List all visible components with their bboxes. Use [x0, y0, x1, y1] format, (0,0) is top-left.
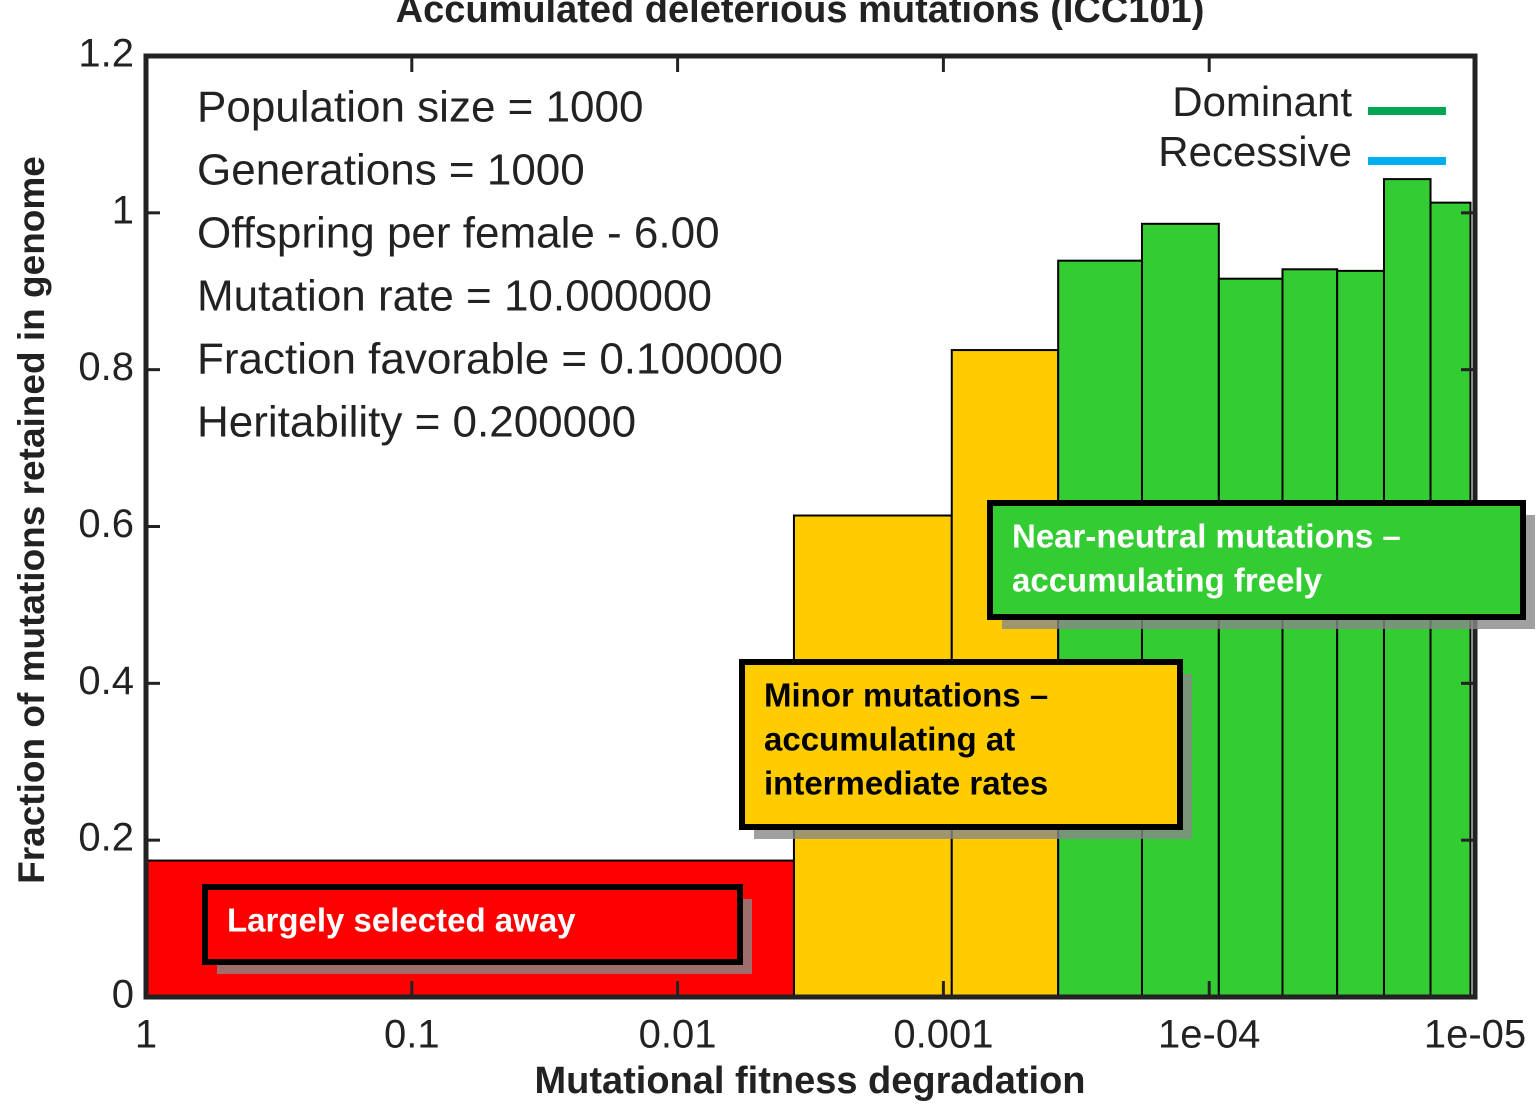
y-tick-label: 1.2 — [78, 32, 134, 76]
callout-text: Near-neutral mutations – — [1012, 518, 1401, 555]
parameter-text: Mutation rate = 10.000000 — [197, 272, 712, 321]
x-tick-label: 0.1 — [384, 1013, 440, 1057]
y-axis-label: Fraction of mutations retained in genome — [11, 156, 52, 884]
y-tick-label: 1 — [112, 188, 134, 232]
x-tick-label: 1 — [135, 1013, 157, 1057]
callout-box — [202, 884, 743, 965]
x-axis-label: Mutational fitness degradation — [534, 1060, 1085, 1102]
y-tick-label: 0.6 — [78, 502, 134, 546]
callout-text: accumulating at — [764, 721, 1015, 758]
bar — [1217, 277, 1284, 999]
parameter-text: Population size = 1000 — [197, 83, 643, 132]
legend-label: Dominant — [1172, 78, 1352, 125]
legend-label: Recessive — [1158, 128, 1352, 175]
x-tick-label: 1e-04 — [1158, 1013, 1260, 1057]
bar — [1336, 269, 1385, 998]
x-tick-label: 0.01 — [639, 1013, 717, 1057]
y-tick-label: 0 — [112, 973, 134, 1017]
x-tick-label: 1e-05 — [1424, 1013, 1526, 1057]
parameter-text: Heritability = 0.200000 — [197, 398, 636, 447]
y-tick-label: 0.2 — [78, 816, 134, 860]
x-tick-label: 0.001 — [893, 1013, 993, 1057]
callout-text: intermediate rates — [764, 765, 1048, 802]
y-tick-label: 0.4 — [78, 659, 134, 703]
callout-text: Minor mutations – — [764, 677, 1048, 714]
parameter-text: Fraction favorable = 0.100000 — [197, 335, 783, 384]
callout-box — [987, 500, 1526, 620]
callout-text: Largely selected away — [227, 902, 576, 939]
bar — [1281, 268, 1339, 998]
callout-box — [739, 659, 1183, 830]
callout-text: accumulating freely — [1012, 562, 1323, 599]
y-tick-label: 0.8 — [78, 345, 134, 389]
parameter-text: Generations = 1000 — [197, 146, 585, 195]
chart-title: Accumulated deleterious mutations (ICC10… — [396, 0, 1205, 31]
parameter-text: Offspring per female - 6.00 — [197, 209, 720, 258]
